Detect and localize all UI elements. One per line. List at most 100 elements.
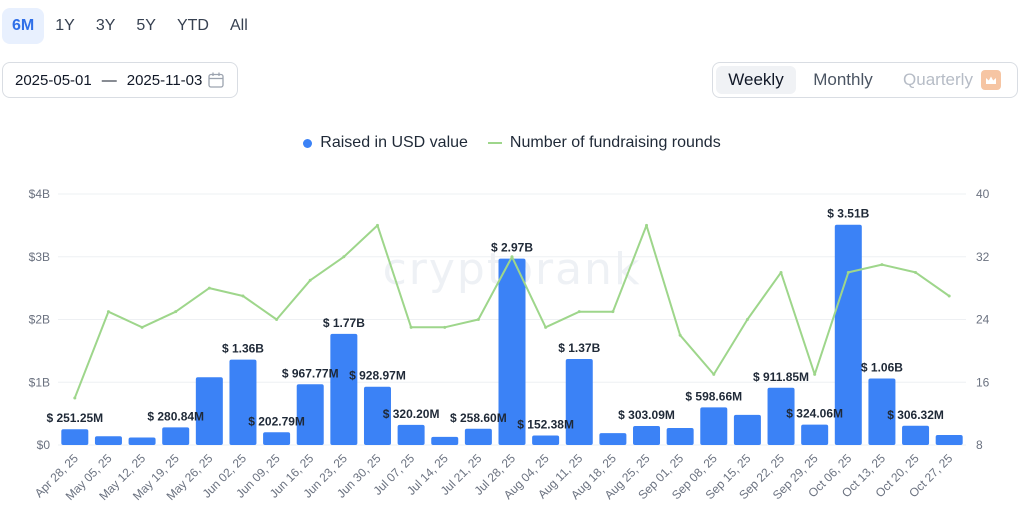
y-left-tick: $1B: [29, 375, 50, 389]
bar-data-label: $ 2.97B: [491, 241, 533, 255]
y-right-tick: 24: [976, 313, 990, 327]
range-tab-1y[interactable]: 1Y: [55, 17, 75, 34]
bar: [700, 407, 728, 445]
bar: [633, 425, 661, 445]
weekly-button[interactable]: Weekly: [716, 66, 796, 94]
date-range-picker[interactable]: 2025-05-01 — 2025-11-03: [2, 62, 238, 98]
rounds-point: [207, 286, 211, 290]
range-tab-ytd[interactable]: YTD: [176, 17, 209, 34]
bar: [162, 427, 190, 445]
rounds-point: [73, 396, 77, 400]
bar: [834, 224, 862, 445]
rounds-point: [275, 318, 279, 321]
monthly-button[interactable]: Monthly: [813, 70, 873, 89]
rounds-point: [880, 263, 884, 267]
bar-data-label: $ 320.20M: [383, 407, 440, 421]
bar: [464, 428, 492, 445]
rounds-point: [544, 325, 548, 329]
bar: [902, 425, 930, 445]
rounds-point: [914, 270, 918, 274]
quarterly-button[interactable]: Quarterly: [890, 66, 1014, 94]
rounds-point: [678, 333, 682, 337]
date-range-end: 2025-11-03: [126, 71, 203, 89]
rounds-point: [712, 372, 716, 376]
y-right-tick: 32: [976, 250, 990, 264]
legend-dot-raised: [303, 138, 313, 148]
crown-icon: [980, 70, 1001, 90]
bar: [767, 387, 795, 445]
bar: [363, 386, 391, 445]
legend-label-rounds: Number of fundraising rounds: [509, 134, 721, 151]
range-tab-all[interactable]: All: [229, 17, 248, 34]
rounds-point: [745, 318, 749, 321]
bar: [431, 436, 459, 445]
y-left-tick: $0: [37, 438, 51, 452]
date-range-separator: —: [101, 71, 117, 89]
y-left-tick: $2B: [29, 313, 50, 327]
bar-data-label: $ 911.85M: [753, 370, 809, 384]
rounds-point: [947, 294, 951, 298]
bar-data-label: $ 1.36B: [222, 342, 264, 356]
period-toggle: Weekly Monthly Quarterly: [712, 62, 1018, 98]
y-right-tick: 40: [976, 187, 990, 201]
rounds-point: [577, 310, 581, 314]
rounds-point: [375, 223, 379, 227]
bar: [532, 435, 560, 445]
rounds-point: [443, 325, 447, 329]
bar-data-label: $ 280.84M: [147, 409, 204, 423]
legend-item-rounds[interactable]: Number of fundraising rounds: [487, 134, 721, 152]
legend-label-raised: Raised in USD value: [320, 134, 468, 151]
bar-data-label: $ 251.25M: [46, 411, 103, 425]
bar-data-label: $ 202.79M: [248, 414, 305, 428]
range-tabs: 6M 1Y 3Y 5Y YTD All: [2, 8, 259, 44]
bar-data-label: $ 152.38M: [517, 417, 574, 431]
range-tab-5y[interactable]: 5Y: [136, 17, 156, 34]
rounds-point: [779, 270, 783, 274]
bar: [128, 437, 156, 445]
legend-line-rounds: [487, 142, 502, 144]
bar: [94, 436, 122, 445]
date-range-start: 2025-05-01: [15, 71, 92, 89]
bar: [330, 333, 358, 445]
bar-data-label: $ 258.60M: [450, 411, 507, 425]
bar: [61, 429, 89, 445]
bar-data-label: $ 598.66M: [685, 389, 742, 403]
bar-data-label: $ 1.37B: [558, 341, 600, 355]
rounds-point: [174, 310, 178, 314]
rounds-point: [106, 310, 110, 314]
bar-data-label: $ 306.32M: [887, 408, 944, 422]
bar-data-label: $ 967.77M: [282, 366, 339, 380]
y-right-tick: 16: [976, 375, 990, 389]
bar: [733, 414, 761, 445]
bar: [498, 258, 526, 445]
bar-data-label: $ 1.06B: [861, 360, 903, 374]
bar: [801, 424, 829, 445]
bar: [397, 424, 425, 445]
bar: [296, 384, 324, 445]
range-tab-6m[interactable]: 6M: [2, 8, 45, 44]
rounds-point: [846, 270, 850, 274]
y-right-tick: 8: [976, 438, 983, 452]
rounds-point: [308, 278, 312, 282]
rounds-point: [140, 325, 144, 329]
y-left-tick: $4B: [29, 187, 50, 201]
legend-item-raised[interactable]: Raised in USD value: [303, 134, 468, 152]
rounds-point: [611, 310, 615, 314]
bar: [195, 377, 223, 445]
range-tab-3y[interactable]: 3Y: [95, 17, 116, 34]
quarterly-label: Quarterly: [903, 70, 973, 89]
bar: [263, 432, 291, 445]
rounds-point: [510, 255, 514, 259]
calendar-icon[interactable]: [207, 71, 225, 89]
y-left-tick: $3B: [29, 250, 50, 264]
bar: [868, 378, 896, 445]
rounds-point: [409, 325, 413, 329]
bar-data-label: $ 324.06M: [786, 407, 843, 421]
bar-data-label: $ 303.09M: [618, 408, 675, 422]
bar-data-label: $ 3.51B: [827, 207, 869, 221]
bar-data-label: $ 1.77B: [323, 316, 365, 330]
bar-data-label: $ 928.97M: [349, 369, 406, 383]
bar: [599, 433, 627, 445]
rounds-point: [241, 294, 245, 298]
